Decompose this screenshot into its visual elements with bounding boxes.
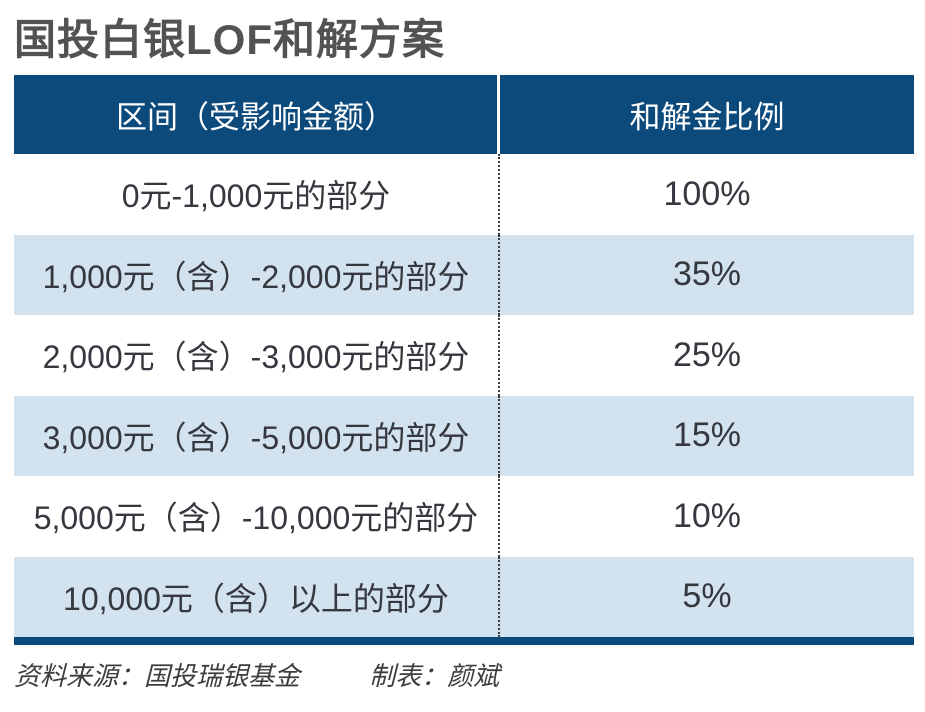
range-cell: 2,000元（含）-3,000元的部分 bbox=[14, 315, 500, 396]
table-row: 3,000元（含）-5,000元的部分 15% bbox=[14, 395, 914, 476]
source-note: 资料来源：国投瑞银基金 bbox=[14, 661, 301, 691]
credit-note: 制表：颜斌 bbox=[369, 661, 500, 691]
ratio-cell: 5% bbox=[682, 577, 732, 616]
range-cell: 1,000元（含）-2,000元的部分 bbox=[14, 234, 500, 315]
range-cell: 3,000元（含）-5,000元的部分 bbox=[14, 395, 500, 476]
ratio-cell: 25% bbox=[672, 335, 742, 374]
range-cell: 10,000元（含）以上的部分 bbox=[14, 556, 500, 637]
table-row: 1,000元（含）-2,000元的部分 35% bbox=[14, 234, 914, 315]
ratio-cell: 35% bbox=[672, 255, 742, 294]
table-footer: 资料来源：国投瑞银基金 制表：颜斌 bbox=[14, 656, 499, 693]
table-row: 5,000元（含）-10,000元的部分 10% bbox=[14, 476, 914, 557]
settlement-table: 区间（受影响金额） 和解金比例 0元-1,000元的部分 100% 1,000元… bbox=[14, 75, 914, 645]
ratio-cell: 15% bbox=[672, 416, 742, 455]
table-row: 10,000元（含）以上的部分 5% bbox=[14, 556, 914, 637]
header-cell-ratio: 和解金比例 bbox=[629, 100, 785, 135]
ratio-cell: 100% bbox=[663, 174, 751, 213]
table-bottom-accent-bar bbox=[14, 637, 914, 645]
page-title: 国投白银LOF和解方案 bbox=[14, 16, 445, 63]
table-header-row: 区间（受影响金额） 和解金比例 bbox=[14, 75, 914, 154]
header-cell-range: 区间（受影响金额） bbox=[14, 75, 500, 154]
ratio-cell: 10% bbox=[672, 496, 742, 535]
range-cell: 0元-1,000元的部分 bbox=[14, 154, 500, 235]
table-row: 2,000元（含）-3,000元的部分 25% bbox=[14, 315, 914, 396]
table-row: 0元-1,000元的部分 100% bbox=[14, 154, 914, 235]
range-cell: 5,000元（含）-10,000元的部分 bbox=[14, 476, 500, 557]
